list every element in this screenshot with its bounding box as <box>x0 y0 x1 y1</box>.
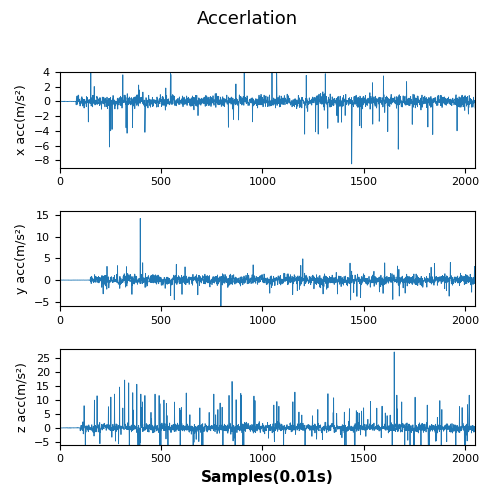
Y-axis label: y acc(m/s²): y acc(m/s²) <box>15 223 28 294</box>
Y-axis label: z acc(m/s²): z acc(m/s²) <box>15 362 28 432</box>
X-axis label: Samples(0.01s): Samples(0.01s) <box>201 470 334 485</box>
Text: Accerlation: Accerlation <box>197 10 298 28</box>
Y-axis label: x acc(m/s²): x acc(m/s²) <box>15 84 28 155</box>
